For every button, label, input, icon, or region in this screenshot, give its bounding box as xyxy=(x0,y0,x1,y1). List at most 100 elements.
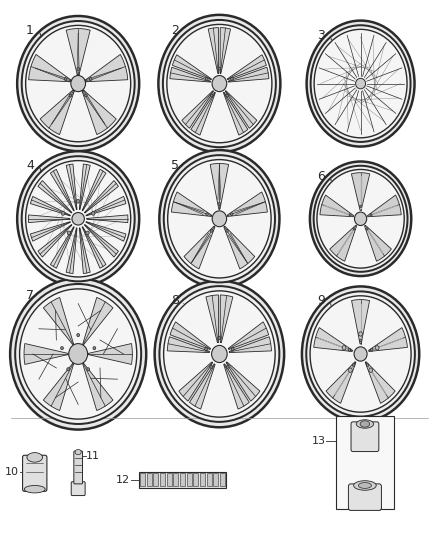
Ellipse shape xyxy=(17,16,139,151)
Text: 10: 10 xyxy=(5,467,19,477)
Ellipse shape xyxy=(64,78,67,80)
Polygon shape xyxy=(230,337,272,353)
Ellipse shape xyxy=(61,212,65,215)
Polygon shape xyxy=(66,164,77,209)
Bar xyxy=(193,473,198,486)
Ellipse shape xyxy=(205,348,207,351)
Polygon shape xyxy=(38,224,72,257)
Polygon shape xyxy=(326,362,356,403)
Text: 7: 7 xyxy=(26,289,34,302)
Ellipse shape xyxy=(164,155,275,282)
Bar xyxy=(207,473,212,486)
Polygon shape xyxy=(28,215,70,223)
Polygon shape xyxy=(43,364,74,410)
Polygon shape xyxy=(86,196,126,216)
Polygon shape xyxy=(173,55,212,79)
Polygon shape xyxy=(170,67,211,82)
Ellipse shape xyxy=(26,26,131,142)
Ellipse shape xyxy=(353,481,376,490)
Ellipse shape xyxy=(210,365,212,368)
Text: 6: 6 xyxy=(317,170,325,183)
Ellipse shape xyxy=(348,349,351,351)
Ellipse shape xyxy=(359,339,362,342)
Ellipse shape xyxy=(354,347,367,361)
Polygon shape xyxy=(210,164,229,209)
Ellipse shape xyxy=(356,419,374,428)
Polygon shape xyxy=(320,195,353,217)
Bar xyxy=(220,473,225,486)
Polygon shape xyxy=(170,322,211,350)
Polygon shape xyxy=(225,91,257,128)
Ellipse shape xyxy=(75,449,81,455)
Polygon shape xyxy=(30,196,71,216)
Text: 9: 9 xyxy=(317,294,325,308)
Polygon shape xyxy=(182,91,213,128)
Bar xyxy=(140,473,145,486)
Text: 2: 2 xyxy=(172,24,180,37)
FancyBboxPatch shape xyxy=(351,422,379,451)
Bar xyxy=(147,473,152,486)
Ellipse shape xyxy=(167,25,272,143)
Ellipse shape xyxy=(375,345,379,350)
Polygon shape xyxy=(171,192,212,216)
Polygon shape xyxy=(88,344,132,365)
FancyBboxPatch shape xyxy=(23,455,47,491)
Polygon shape xyxy=(228,67,269,82)
Ellipse shape xyxy=(92,212,95,215)
Ellipse shape xyxy=(24,486,45,493)
Ellipse shape xyxy=(15,284,141,424)
Ellipse shape xyxy=(69,94,72,97)
Polygon shape xyxy=(40,90,74,135)
Ellipse shape xyxy=(85,94,87,97)
Polygon shape xyxy=(365,362,395,403)
Ellipse shape xyxy=(71,76,85,92)
Ellipse shape xyxy=(72,213,85,225)
Ellipse shape xyxy=(311,25,410,142)
Ellipse shape xyxy=(356,78,366,89)
Ellipse shape xyxy=(360,421,370,427)
FancyBboxPatch shape xyxy=(71,482,85,496)
Ellipse shape xyxy=(77,199,80,203)
Polygon shape xyxy=(83,364,113,410)
Polygon shape xyxy=(50,227,74,268)
Polygon shape xyxy=(351,173,370,211)
Polygon shape xyxy=(82,169,106,211)
Ellipse shape xyxy=(366,364,369,366)
Bar xyxy=(200,473,205,486)
Polygon shape xyxy=(82,90,116,135)
Ellipse shape xyxy=(159,286,279,422)
Ellipse shape xyxy=(226,229,228,232)
Polygon shape xyxy=(30,222,71,241)
Polygon shape xyxy=(28,54,71,82)
Bar xyxy=(173,473,178,486)
Polygon shape xyxy=(220,28,230,74)
Ellipse shape xyxy=(370,214,372,216)
Ellipse shape xyxy=(77,68,79,70)
Text: 8: 8 xyxy=(171,294,180,308)
Ellipse shape xyxy=(349,214,351,216)
Ellipse shape xyxy=(17,151,139,286)
Text: 3: 3 xyxy=(317,29,325,42)
Polygon shape xyxy=(85,224,118,257)
Ellipse shape xyxy=(60,346,64,350)
Ellipse shape xyxy=(163,20,276,147)
Ellipse shape xyxy=(307,21,414,147)
Ellipse shape xyxy=(218,336,221,340)
Text: 12: 12 xyxy=(116,475,131,484)
Text: 13: 13 xyxy=(312,437,326,447)
Polygon shape xyxy=(227,55,266,79)
Ellipse shape xyxy=(310,161,411,276)
Ellipse shape xyxy=(349,368,352,373)
Text: 5: 5 xyxy=(171,159,180,172)
Ellipse shape xyxy=(230,213,233,216)
Ellipse shape xyxy=(22,21,134,146)
Polygon shape xyxy=(224,364,249,409)
Polygon shape xyxy=(179,362,213,401)
Ellipse shape xyxy=(205,77,208,80)
Ellipse shape xyxy=(164,291,275,417)
Polygon shape xyxy=(364,225,392,261)
Polygon shape xyxy=(82,227,106,268)
Text: 4: 4 xyxy=(26,159,34,172)
Ellipse shape xyxy=(22,156,134,281)
Ellipse shape xyxy=(231,77,233,80)
